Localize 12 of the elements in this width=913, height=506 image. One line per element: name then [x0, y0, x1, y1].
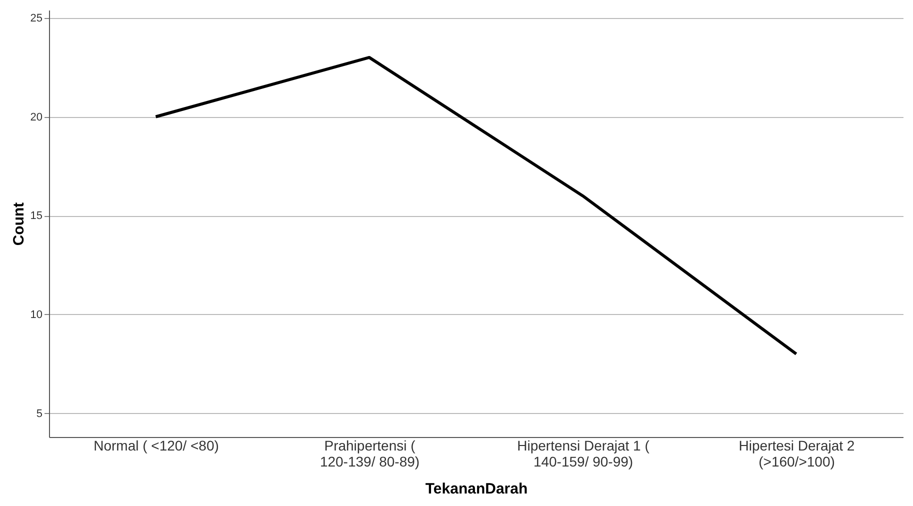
x-tick-label: Hipertesi Derajat 2 (>160/>100) — [738, 438, 855, 470]
y-tick-label: 10 — [30, 308, 42, 321]
y-tick-label: 20 — [30, 111, 42, 124]
x-tick-label: Hipertensi Derajat 1 ( 140-159/ 90-99) — [517, 438, 650, 470]
x-tick-label: Normal ( <120/ <80) — [94, 438, 219, 454]
y-axis-title: Count — [10, 202, 28, 246]
line-series — [154, 56, 798, 356]
y-tick-label: 25 — [30, 12, 42, 24]
y-tick-label: 15 — [30, 210, 42, 222]
y-tick-label: 5 — [36, 408, 42, 420]
x-axis-title: TekananDarah — [425, 480, 528, 498]
x-tick-label: Prahipertensi ( 120-139/ 80-89) — [320, 438, 420, 470]
